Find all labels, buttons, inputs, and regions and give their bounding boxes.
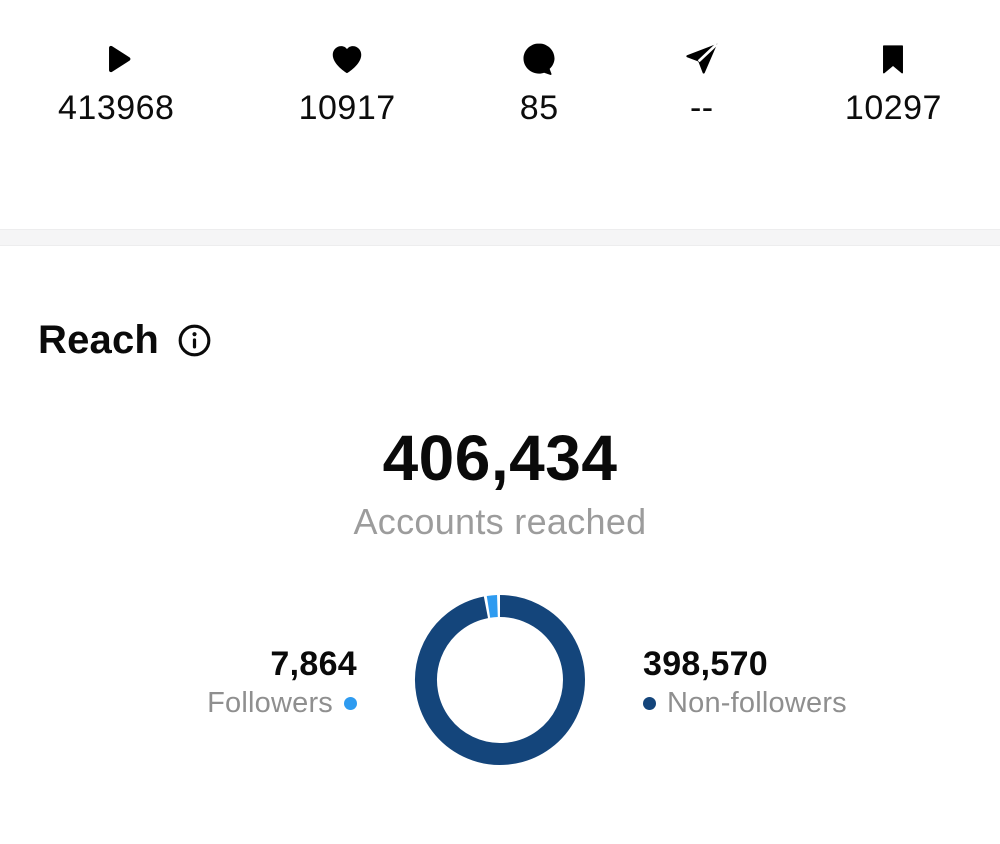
reach-donut-chart — [405, 585, 595, 775]
non-followers-label: Non-followers — [667, 687, 847, 720]
share-icon — [683, 40, 721, 78]
stat-item-likes: 10917 — [299, 40, 396, 125]
stat-item-shares: -- — [683, 40, 721, 125]
donut-segment-nonfollowers — [415, 595, 585, 765]
likes-count: 10917 — [298, 89, 396, 127]
donut-segment-followers — [486, 595, 498, 618]
followers-stat: 7,864 Followers — [38, 645, 357, 718]
info-icon[interactable] — [176, 322, 213, 359]
shares-count: -- — [689, 89, 714, 127]
comment-icon — [520, 40, 558, 78]
non-followers-stat: 398,570 Non-followers — [643, 645, 962, 718]
post-stats-row: 413968 10917 85 -- 10297 — [0, 0, 1000, 125]
reach-title: Reach — [38, 318, 160, 362]
non-followers-value: 398,570 — [643, 645, 769, 683]
accounts-reached-total: 406,434 — [382, 422, 618, 494]
reach-header: Reach — [38, 316, 962, 364]
accounts-reached-label: Accounts reached — [353, 501, 647, 542]
followers-value: 7,864 — [270, 645, 357, 683]
non-followers-legend-dot — [643, 697, 656, 711]
heart-icon — [328, 40, 366, 78]
followers-label: Followers — [207, 687, 333, 720]
stat-item-plays: 413968 — [58, 40, 174, 125]
stat-item-saves: 10297 — [845, 40, 942, 125]
plays-count: 413968 — [58, 89, 175, 127]
bookmark-icon — [874, 40, 912, 78]
comments-count: 85 — [519, 89, 559, 127]
reach-section: Reach 406,434 Accounts reached 7,864 Fol… — [0, 316, 1000, 775]
play-icon — [97, 40, 135, 78]
reach-chart-row: 7,864 Followers 398,570 Non-followers — [38, 585, 962, 775]
followers-legend-dot — [344, 697, 357, 711]
saves-count: 10297 — [844, 89, 942, 127]
section-divider — [0, 229, 1000, 246]
stat-item-comments: 85 — [520, 40, 559, 125]
